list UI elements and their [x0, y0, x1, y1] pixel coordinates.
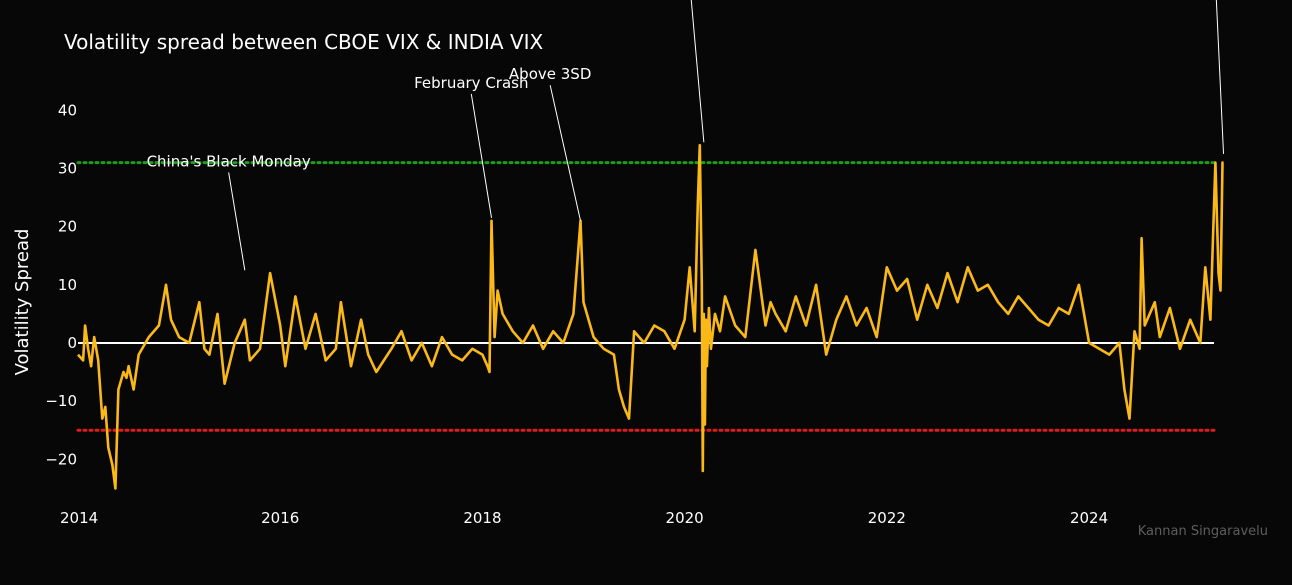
series-layer — [77, 143, 1224, 490]
x-tick-label: 2014 — [60, 509, 98, 527]
y-tick-label: 40 — [58, 101, 77, 119]
annotation-label: China's Black Monday — [147, 152, 311, 170]
y-axis-ticks: −20 −10 0 10 20 30 40 — [45, 101, 77, 468]
annotation-pointer — [470, 93, 493, 218]
reference-lines — [76, 161, 1216, 432]
y-tick-label: −20 — [45, 450, 77, 468]
y-tick-label: 10 — [58, 276, 77, 294]
annotation-pointer — [1215, 0, 1225, 154]
x-tick-label: 2018 — [463, 509, 501, 527]
x-axis-ticks: 2014 2016 2018 2020 2022 2024 — [60, 509, 1108, 527]
annotation-label: Above 3SD — [509, 65, 591, 83]
y-axis-label: Volatility Spread — [12, 229, 33, 376]
annotation-pointer — [690, 0, 705, 143]
x-tick-label: 2016 — [261, 509, 299, 527]
x-tick-label: 2024 — [1070, 509, 1108, 527]
annotation-pointer — [228, 172, 246, 271]
y-tick-label: 20 — [58, 218, 77, 236]
x-tick-label: 2020 — [666, 509, 704, 527]
y-tick-label: 0 — [67, 334, 77, 352]
y-tick-label: −10 — [45, 392, 77, 410]
x-tick-label: 2022 — [868, 509, 906, 527]
series-line-volatility-spread — [77, 143, 1224, 490]
y-tick-label: 30 — [58, 159, 77, 177]
annotation-pointer — [549, 85, 581, 221]
annotations: China's Black Monday February CrashAbove … — [147, 0, 1225, 271]
annotation-label: February Crash — [414, 74, 528, 92]
chart-title: Volatility spread between CBOE VIX & IND… — [64, 30, 544, 54]
credit-watermark: Kannan Singaravelu — [1138, 524, 1268, 539]
